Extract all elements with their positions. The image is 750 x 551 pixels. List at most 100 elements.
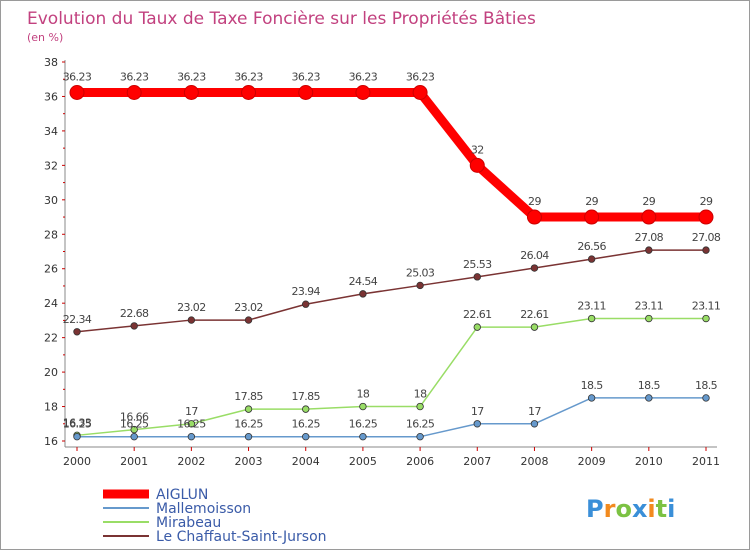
data-label: 29	[700, 195, 713, 208]
data-point	[241, 84, 257, 100]
data-point	[130, 432, 138, 441]
logo-letter: t	[656, 495, 667, 523]
data-label: 22.34	[63, 313, 92, 326]
data-label: 16.25	[177, 418, 206, 431]
data-point	[416, 432, 424, 441]
data-label: 36.23	[291, 70, 320, 83]
logo-letter: i	[647, 495, 655, 523]
x-tick-label: 2005	[349, 455, 377, 468]
data-label: 23.94	[291, 285, 320, 298]
y-tick-label: 20	[44, 366, 58, 379]
data-label: 29	[642, 195, 655, 208]
data-point	[645, 394, 653, 402]
logo-letter: x	[632, 495, 648, 523]
data-label: 16.25	[349, 418, 378, 431]
data-point	[359, 402, 367, 411]
y-tick-label: 28	[44, 228, 58, 241]
data-label: 18.5	[581, 379, 604, 392]
data-point	[73, 432, 81, 441]
data-point	[530, 264, 539, 272]
proxiti-logo: Proxiti	[586, 495, 675, 523]
logo-letter: P	[586, 495, 604, 523]
data-label: 29	[528, 195, 541, 208]
logo-letter: i	[667, 495, 675, 523]
data-point	[130, 425, 138, 434]
y-tick-label: 16	[44, 435, 58, 448]
data-point	[416, 281, 424, 290]
data-label: 16.33	[63, 416, 92, 429]
logo-text: Proxiti	[586, 495, 675, 523]
series-line	[76, 249, 707, 333]
data-label: 22.61	[463, 308, 492, 321]
data-label: 18	[357, 388, 370, 401]
data-point	[126, 84, 142, 100]
x-tick-label: 2000	[63, 455, 91, 468]
data-point	[587, 314, 596, 323]
data-point	[645, 246, 653, 254]
data-point	[587, 255, 596, 263]
chart-unit-subtitle: (en %)	[27, 31, 63, 44]
data-label: 16.25	[406, 418, 435, 431]
data-label: 16.25	[234, 418, 263, 431]
data-label: 36.23	[63, 70, 92, 83]
data-label: 25.53	[463, 258, 492, 271]
legend-label: Mirabeau	[156, 515, 221, 531]
y-tick-label: 24	[44, 297, 58, 310]
x-tick-label: 2003	[235, 455, 263, 468]
data-point	[69, 84, 85, 100]
data-label: 17	[185, 405, 198, 418]
series-line	[76, 317, 707, 437]
data-label: 36.23	[120, 70, 149, 83]
data-label: 16.66	[120, 411, 149, 424]
data-point	[645, 314, 653, 323]
data-label: 23.11	[692, 300, 721, 313]
y-tick-label: 38	[44, 56, 58, 69]
x-tick-label: 2007	[463, 455, 491, 468]
data-point	[302, 432, 310, 441]
data-label: 36.23	[349, 70, 378, 83]
data-label: 36.23	[234, 70, 263, 83]
series-layer: 22.34 22.68 23.02 23.02 23.94 24.54 25.03 25.53…	[63, 70, 721, 441]
chart-title: Evolution du Taux de Taxe Foncière sur l…	[27, 9, 536, 29]
data-point	[469, 157, 485, 173]
y-tick-label: 32	[44, 159, 58, 172]
series-le-chaffaut-saint-jurson: 22.34 22.68 23.02 23.02 23.94 24.54 25.03 25.53…	[63, 231, 721, 336]
data-label: 23.02	[177, 301, 206, 314]
data-label: 16.25	[63, 418, 92, 431]
data-label: 27.08	[635, 231, 664, 244]
data-label: 16.25	[120, 418, 149, 431]
data-point	[412, 84, 428, 100]
data-label: 24.54	[349, 275, 378, 288]
data-label: 27.08	[692, 231, 721, 244]
data-point	[187, 316, 196, 324]
y-tick-label: 18	[44, 401, 58, 414]
x-tick-label: 2002	[177, 455, 205, 468]
series-line	[72, 87, 711, 222]
data-point	[530, 420, 539, 428]
data-point	[641, 209, 657, 225]
data-point	[298, 84, 314, 100]
data-label: 17.85	[291, 390, 320, 403]
data-label: 22.61	[520, 308, 549, 321]
data-point	[702, 394, 710, 402]
data-point	[702, 314, 710, 323]
legend-label: Mallemoisson	[156, 501, 251, 517]
data-label: 29	[585, 195, 598, 208]
series-mirabeau: 16.33 16.66 17 17.85 17.85 18 18 22.61 22.61 23.1…	[63, 300, 721, 440]
y-tick-label: 30	[44, 194, 58, 207]
data-point	[530, 323, 539, 331]
x-tick-label: 2001	[120, 455, 148, 468]
data-point	[244, 316, 253, 324]
data-label: 23.11	[577, 300, 606, 313]
series-aiglun: 36.23 36.23 36.23 36.23 36.23 36.23 36.23 32 29 2…	[63, 70, 714, 225]
data-point	[302, 300, 310, 308]
data-label: 18.5	[695, 379, 718, 392]
x-tick-label: 2004	[292, 455, 320, 468]
axes: 16 18 20 22 24 26 28 30 32 34 36 38 2000 2001 2002 2003…	[44, 56, 720, 468]
y-tick-label: 34	[44, 125, 58, 138]
data-label: 23.02	[234, 301, 263, 314]
